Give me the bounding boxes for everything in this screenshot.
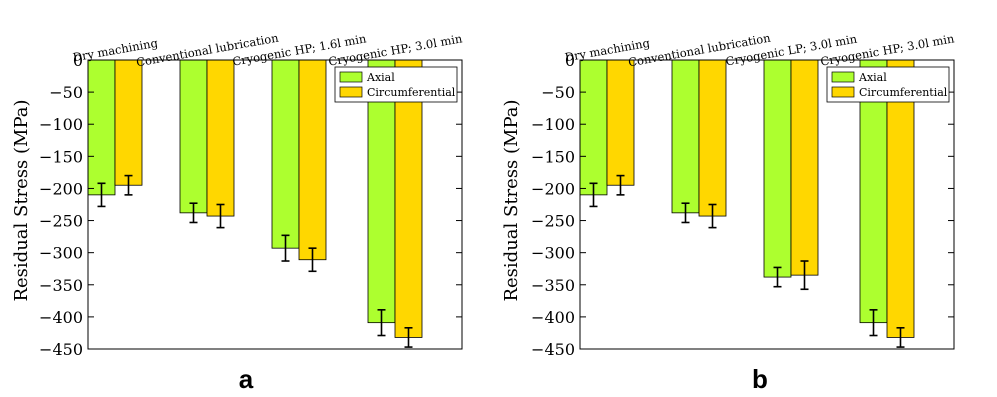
y-axis-label: Residual Stress (MPa) (501, 99, 522, 301)
y-tick-label: −300 (39, 244, 83, 263)
y-tick-label: −350 (39, 276, 83, 295)
bar-circumferential-4 (394, 59, 423, 338)
error-bar-circumferential-3 (308, 247, 317, 273)
bar-circumferential-1 (606, 59, 635, 186)
error-bar-circumferential-2 (708, 203, 717, 229)
error-bar-circumferential-3 (800, 260, 809, 291)
y-tick-label: −450 (39, 340, 83, 359)
error-bar-axial-3 (281, 234, 290, 262)
bar-axial-1 (579, 59, 608, 196)
bar-circumferential-4 (886, 59, 915, 338)
panel-label: a (239, 364, 254, 394)
error-bar-axial-2 (189, 202, 198, 224)
error-bar-circumferential-2 (216, 203, 225, 229)
legend-label-axial: Axial (858, 71, 887, 84)
chart-panel-a: 0 −50 −100 −150 −200 −250 −300 −350 −400 −450 Resi… (11, 31, 464, 394)
y-tick-label: 0 (73, 51, 83, 70)
y-tick-label: 0 (565, 51, 575, 70)
legend-swatch-axial (339, 71, 363, 83)
y-tick-label: −50 (541, 83, 575, 102)
plot-frame (87, 59, 463, 350)
y-tick-label: −300 (531, 244, 575, 263)
legend-label-circumferential: Circumferential (367, 86, 456, 99)
y-tick-label: −150 (39, 147, 83, 166)
error-bar-axial-4 (377, 309, 386, 337)
bar-axial-1 (87, 59, 116, 196)
bar-axial-2 (671, 59, 700, 214)
chart-panel-b: 0 −50 −100 −150 −200 −250 −300 −350 −400 −450 Resi… (501, 31, 956, 394)
y-tick-label: −400 (531, 308, 575, 327)
bar-axial-3 (763, 59, 792, 278)
y-tick-label: −150 (531, 147, 575, 166)
error-bar-axial-3 (773, 266, 782, 288)
panel-label: b (752, 364, 768, 394)
legend-swatch-circumferential (831, 86, 855, 98)
error-bar-circumferential-1 (124, 174, 133, 196)
error-bar-axial-4 (869, 309, 878, 337)
legend-swatch-circumferential (339, 86, 363, 98)
y-tick-label: −100 (531, 115, 575, 134)
bar-circumferential-2 (206, 59, 235, 217)
plot-frame (579, 59, 955, 350)
bar-circumferential-2 (698, 59, 727, 217)
y-tick-label: −400 (39, 308, 83, 327)
bar-axial-2 (179, 59, 208, 214)
bar-axial-3 (271, 59, 300, 249)
error-bar-circumferential-1 (616, 174, 625, 196)
y-tick-label: −100 (39, 115, 83, 134)
error-bar-axial-2 (681, 202, 690, 224)
bar-circumferential-3 (790, 59, 819, 276)
legend-label-axial: Axial (366, 71, 395, 84)
y-tick-label: −250 (39, 212, 83, 231)
y-tick-label: −200 (531, 179, 575, 198)
y-axis-label: Residual Stress (MPa) (11, 99, 32, 301)
legend-swatch-axial (831, 71, 855, 83)
bar-circumferential-3 (298, 59, 327, 261)
y-tick-label: −250 (531, 212, 575, 231)
error-bar-axial-1 (97, 182, 106, 208)
error-bar-axial-1 (589, 182, 598, 208)
y-tick-label: −350 (531, 276, 575, 295)
y-tick-label: −450 (531, 340, 575, 359)
legend-label-circumferential: Circumferential (859, 86, 948, 99)
y-tick-label: −50 (49, 83, 83, 102)
bar-circumferential-1 (114, 59, 143, 186)
error-bar-circumferential-4 (896, 327, 905, 348)
y-tick-label: −200 (39, 179, 83, 198)
error-bar-circumferential-4 (404, 327, 413, 348)
